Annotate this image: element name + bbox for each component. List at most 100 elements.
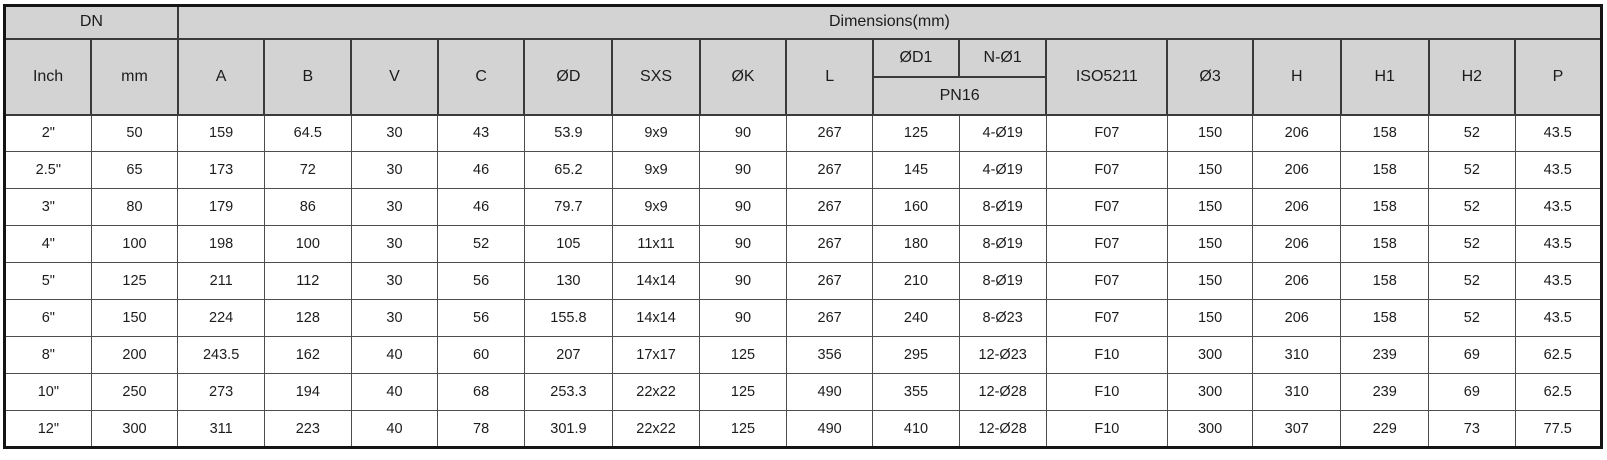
col-header-iso5211: ISO5211: [1045, 37, 1169, 116]
table-cell: 3": [4, 188, 92, 226]
table-cell: 12": [4, 410, 92, 448]
table-cell: 80: [90, 188, 179, 226]
table-cell: 267: [785, 114, 874, 152]
table-cell: 158: [1340, 188, 1430, 226]
table-cell: 12-Ø28: [958, 373, 1047, 411]
table-cell: 128: [263, 299, 352, 337]
table-cell: 158: [1340, 299, 1430, 337]
table-cell: 52: [1428, 114, 1516, 152]
table-cell: 125: [699, 410, 787, 448]
col-header-n-o1: N-Ø1: [958, 37, 1048, 78]
table-cell: 43.5: [1514, 299, 1602, 337]
table-cell: F10: [1045, 336, 1168, 374]
table-cell: 207: [523, 336, 613, 374]
table-cell: 9x9: [611, 151, 701, 189]
col-header-od: ØD: [523, 37, 614, 116]
col-header-sxs: SXS: [611, 37, 701, 116]
table-cell: 43.5: [1514, 262, 1602, 300]
table-cell: 490: [785, 410, 874, 448]
table-cell: 90: [699, 262, 787, 300]
table-cell: 125: [699, 373, 787, 411]
table-cell: 8-Ø23: [958, 299, 1047, 337]
table-cell: 30: [350, 188, 439, 226]
table-cell: 65.2: [523, 151, 613, 189]
table-cell: 9x9: [611, 114, 701, 152]
table-cell: 150: [1166, 225, 1254, 263]
table-row: 2.5" 65 173 72 30 46 65.2 9x9 90 267 145 4-Ø19 F07 15…: [4, 151, 1602, 189]
table-cell: F07: [1045, 262, 1168, 300]
table-cell: 206: [1252, 225, 1342, 263]
table-cell: 100: [263, 225, 352, 263]
table-cell: 77.5: [1514, 410, 1602, 448]
table-cell: 211: [177, 262, 265, 300]
table-cell: 22x22: [611, 373, 701, 411]
table-cell: 229: [1340, 410, 1430, 448]
table-cell: 43.5: [1514, 114, 1602, 152]
table-cell: 180: [872, 225, 960, 263]
table-body: 2" 50 159 64.5 30 43 53.9 9x9 90 267 125 4-Ø19 F07 15…: [4, 114, 1602, 448]
table-cell: 17x17: [611, 336, 701, 374]
table-cell: 52: [1428, 299, 1516, 337]
table-cell: 65: [90, 151, 179, 189]
table-cell: 2.5": [4, 151, 92, 189]
table-cell: 355: [872, 373, 960, 411]
dimensions-group-header: Dimensions(mm): [176, 4, 1603, 40]
table-cell: 125: [699, 336, 787, 374]
table-cell: 224: [177, 299, 265, 337]
table-cell: 9x9: [611, 188, 701, 226]
col-header-c: C: [436, 37, 526, 116]
table-cell: 112: [263, 262, 352, 300]
table-cell: 267: [785, 262, 874, 300]
table-cell: F07: [1045, 188, 1168, 226]
table-cell: 198: [177, 225, 265, 263]
table-cell: 62.5: [1514, 373, 1602, 411]
table-row: 6" 150 224 128 30 56 155.8 14x14 90 267 240 8-Ø23 F0…: [4, 299, 1602, 337]
table-cell: 4": [4, 225, 92, 263]
table-cell: 410: [872, 410, 960, 448]
col-header-inch: Inch: [3, 37, 93, 116]
table-cell: 14x14: [611, 262, 701, 300]
table-cell: 155.8: [523, 299, 613, 337]
table-cell: 46: [437, 151, 525, 189]
table-cell: 162: [263, 336, 352, 374]
table-cell: 46: [437, 188, 525, 226]
table-cell: 5": [4, 262, 92, 300]
table-cell: 6": [4, 299, 92, 337]
header-group-row: DN Dimensions(mm): [3, 4, 1603, 40]
table-cell: 30: [350, 299, 439, 337]
table-cell: 68: [437, 373, 525, 411]
table-cell: 52: [1428, 188, 1516, 226]
col-header-a: A: [176, 37, 266, 116]
table-cell: 150: [1166, 188, 1254, 226]
table-cell: 52: [1428, 225, 1516, 263]
table-cell: 30: [350, 114, 439, 152]
table-row: 2" 50 159 64.5 30 43 53.9 9x9 90 267 125 4-Ø19 F07 15…: [4, 114, 1602, 152]
table-cell: 206: [1252, 188, 1342, 226]
col-header-h: H: [1251, 37, 1342, 116]
table-cell: 50: [90, 114, 179, 152]
table-cell: 43.5: [1514, 188, 1602, 226]
table-cell: 12-Ø28: [958, 410, 1047, 448]
table-cell: 206: [1252, 262, 1342, 300]
table-cell: F07: [1045, 299, 1168, 337]
col-header-h1: H1: [1339, 37, 1430, 116]
table-cell: 307: [1252, 410, 1342, 448]
table-cell: 301.9: [523, 410, 613, 448]
table-cell: 40: [350, 410, 439, 448]
table-cell: 130: [523, 262, 613, 300]
table-cell: 490: [785, 373, 874, 411]
table-cell: 90: [699, 151, 787, 189]
table-cell: 206: [1252, 299, 1342, 337]
table-cell: 273: [177, 373, 265, 411]
table-cell: 158: [1340, 151, 1430, 189]
col-header-p: P: [1514, 37, 1603, 116]
table-row: 10" 250 273 194 40 68 253.3 22x22 125 490 355 12-Ø2…: [4, 373, 1602, 411]
table-cell: 267: [785, 188, 874, 226]
table-cell: 300: [1166, 336, 1254, 374]
table-cell: 158: [1340, 114, 1430, 152]
table-cell: 69: [1428, 373, 1516, 411]
table-cell: 90: [699, 299, 787, 337]
table-cell: 267: [785, 225, 874, 263]
dimensions-table: DN Dimensions(mm) Inch mm A B V C ØD SXS…: [3, 4, 1603, 449]
